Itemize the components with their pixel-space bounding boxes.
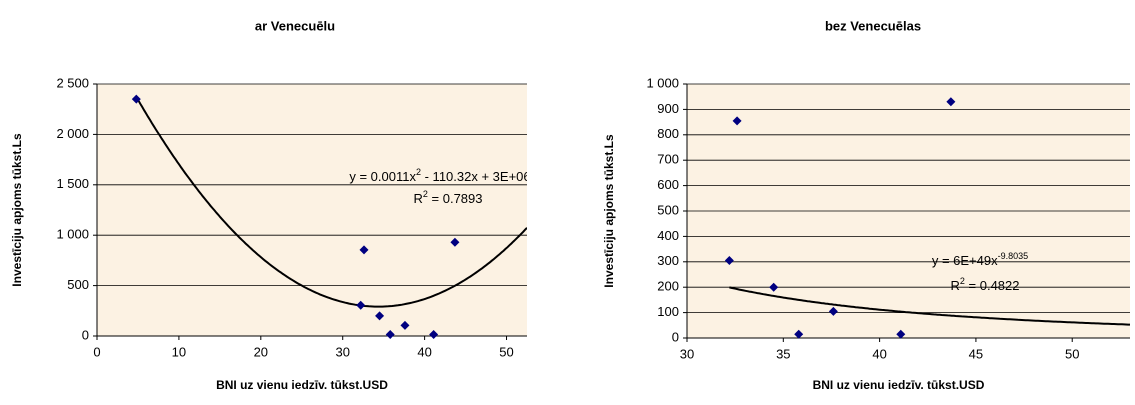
equation-part: 2: [416, 167, 421, 177]
y-tick-label: 2 500: [56, 75, 89, 90]
point: [131, 94, 141, 104]
x-axis-label: BNI uz vienu iedzīv. tūkst.USD: [216, 378, 388, 392]
x-tick-label: 50: [499, 344, 513, 359]
point: [385, 329, 395, 339]
x-tick-label: 10: [172, 344, 186, 359]
y-tick-label: 500: [657, 202, 679, 217]
y-tick-label: 1 500: [56, 176, 89, 191]
r-squared-part: = 0.7893: [428, 191, 483, 206]
point: [828, 306, 838, 316]
y-tick-label: 600: [657, 177, 679, 192]
chart-title: ar Venecuēlu: [255, 18, 335, 33]
x-tick-label: 50: [1065, 346, 1079, 361]
r-squared: R2 = 0.7893: [414, 189, 483, 206]
plot-area: [97, 84, 527, 336]
equation-part: y = 6E+49x: [932, 253, 998, 268]
r-squared-part: 2: [423, 189, 428, 199]
y-tick-label: 500: [67, 277, 89, 292]
r-squared-part: = 0.4822: [965, 278, 1020, 293]
point: [794, 329, 804, 339]
y-tick-label: 1 000: [646, 75, 679, 90]
y-tick-label: 2 000: [56, 126, 89, 141]
y-tick-label: 200: [657, 279, 679, 294]
trendline: [135, 96, 527, 308]
point: [732, 116, 742, 126]
x-tick-label: 35: [776, 346, 790, 361]
r-squared-part: 2: [960, 276, 965, 286]
point: [400, 320, 410, 330]
y-tick-label: 1 000: [56, 227, 89, 242]
y-tick-label: 800: [657, 126, 679, 141]
point: [896, 329, 906, 339]
y-tick-label: 0: [672, 329, 679, 344]
x-tick-label: 40: [417, 344, 431, 359]
point: [769, 282, 779, 292]
equation-part: -9.8035: [998, 251, 1029, 261]
point: [375, 311, 385, 321]
y-tick-label: 400: [657, 228, 679, 243]
y-tick-label: 300: [657, 253, 679, 268]
x-axis-label: BNI uz vienu iedzīv. tūkst.USD: [813, 378, 985, 392]
y-tick-label: 0: [82, 327, 89, 342]
point: [946, 97, 956, 107]
y-tick-label: 700: [657, 152, 679, 167]
x-tick-label: 20: [254, 344, 268, 359]
y-tick-label: 900: [657, 101, 679, 116]
equation-part: y = 0.0011x: [349, 169, 416, 184]
r-squared: R2 = 0.4822: [951, 276, 1020, 293]
trendline-group: y = 6E+49x-9.8035 R2 = 0.4822: [729, 251, 1130, 326]
point: [724, 256, 734, 266]
x-tick-label: 30: [680, 346, 694, 361]
y-axis-label: Investīciju apjoms tūkst.Ls: [10, 133, 24, 287]
point: [356, 300, 366, 310]
x-tick-label: 30: [335, 344, 349, 359]
x-tick-label: 40: [872, 346, 886, 361]
equation-part: - 110.32x + 3E+06: [421, 169, 531, 184]
x-tick-label: 0: [93, 344, 100, 359]
point: [450, 237, 460, 247]
point: [359, 245, 369, 255]
r-squared-part: R: [951, 278, 960, 293]
y-axis-label: Investīciju apjoms tūkst.Ls: [602, 134, 616, 288]
point: [429, 329, 439, 339]
x-tick-label: 45: [969, 346, 983, 361]
r-squared-part: R: [414, 191, 423, 206]
chart-title: bez Venecuēlas: [825, 18, 921, 33]
equation: y = 6E+49x-9.8035: [932, 251, 1028, 268]
y-tick-label: 100: [657, 304, 679, 319]
trendline: [729, 286, 1130, 326]
equation: y = 0.0011x2 - 110.32x + 3E+06: [349, 167, 530, 184]
